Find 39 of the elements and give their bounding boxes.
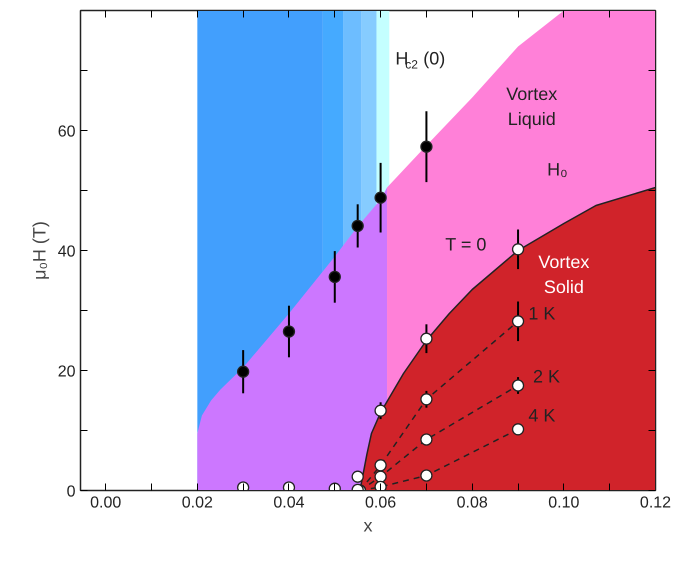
y-axis-title: μ₀H (T) xyxy=(30,221,50,280)
x-axis-title: x xyxy=(364,516,372,536)
point xyxy=(352,220,364,232)
point xyxy=(512,315,524,328)
x-tick-label: 0.04 xyxy=(273,494,305,512)
y-tick-label: 0 xyxy=(66,484,76,500)
point xyxy=(420,332,433,345)
point xyxy=(420,469,433,482)
x-tick-label: 0.02 xyxy=(182,494,214,512)
annotation: T = 0 xyxy=(445,234,486,254)
point xyxy=(374,192,387,204)
y-tick-label: 20 xyxy=(58,364,76,380)
point xyxy=(512,243,524,256)
point xyxy=(328,270,341,284)
point xyxy=(420,433,433,446)
annotation: Vortex Liquid xyxy=(506,84,558,129)
point xyxy=(352,470,364,483)
annotation: Vortex Solid xyxy=(538,252,590,297)
x-tick-label: 0.10 xyxy=(548,494,580,512)
point xyxy=(374,459,387,472)
x-tick-label: 0.12 xyxy=(640,494,672,512)
point xyxy=(420,393,433,406)
y-tick-label: 60 xyxy=(58,124,76,140)
annotation: 1 K xyxy=(528,304,556,324)
point xyxy=(237,366,250,378)
point xyxy=(374,480,387,490)
annotation: H₀ xyxy=(547,160,568,180)
point xyxy=(420,140,433,153)
y-tick-label: 40 xyxy=(58,244,76,260)
point xyxy=(282,325,296,338)
point xyxy=(512,379,524,392)
point xyxy=(374,470,387,483)
point xyxy=(512,423,524,436)
x-tick-label: 0.06 xyxy=(365,494,396,512)
x-tick-label: 0.00 xyxy=(90,494,122,512)
annotation: 4 K xyxy=(528,406,556,426)
x-tick-label: 0.08 xyxy=(456,494,488,512)
point xyxy=(374,404,387,417)
annotation: 2 K xyxy=(532,366,560,386)
